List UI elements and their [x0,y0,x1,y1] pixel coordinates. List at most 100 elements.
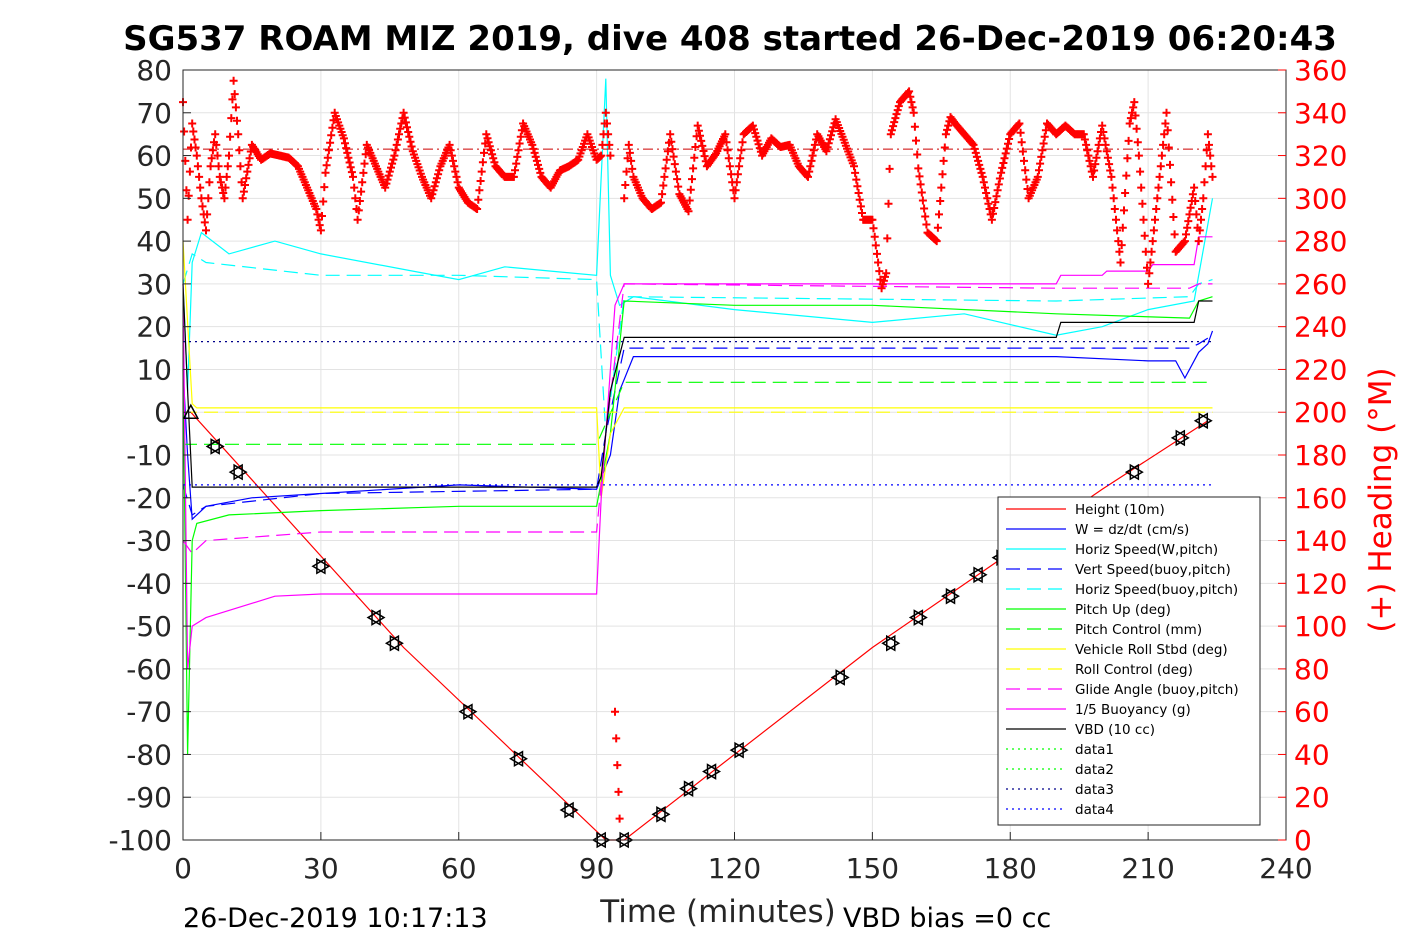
heading-point [615,814,624,823]
series-line-11 [182,283,1213,488]
heading-point [727,170,736,179]
heading-point [346,163,355,172]
heading-point [941,130,950,139]
heading-point [1186,203,1195,212]
heading-point [243,167,252,176]
heading-point [390,151,399,160]
heading-point [511,166,519,175]
heading-point [603,119,611,128]
heading-point [598,140,607,149]
heading-point [207,154,216,163]
series-line-6 [183,381,1213,445]
series-line-7 [182,241,1213,498]
heading-point [698,141,707,150]
heading-point [341,139,349,148]
legend: Height (10m) W = dz/dt (cm/s) Horiz Speed(… [997,496,1261,826]
heading-point [227,114,236,123]
y-right-tick-label: 80 [1294,653,1330,686]
heading-point [1197,215,1205,224]
x-axis-label: Time (minutes) [599,894,835,930]
heading-point [244,160,253,169]
heading-point [882,269,891,278]
heading-point [981,183,989,192]
heading-point [673,175,682,184]
legend-label-1: W = dz/dt (cm/s) [1075,522,1189,538]
y-tick-label: -60 [126,653,172,686]
heading-point [1115,247,1124,256]
heading-point [917,188,926,197]
heading-point [878,280,887,289]
heading-point [1148,237,1157,246]
heading-point [478,158,487,167]
depth-marker [228,463,243,481]
heading-point [183,215,192,224]
heading-point [530,148,539,157]
y-tick-label: 50 [136,182,172,215]
heading-point [854,189,863,197]
heading-point [195,172,204,181]
heading-point [933,223,942,232]
depth-marker [205,438,220,455]
heading-point [733,170,742,179]
heading-point [475,186,484,195]
heading-point [388,159,397,168]
heading-point [393,135,402,144]
heading-point [1182,230,1190,239]
heading-point [1143,263,1151,272]
heading-point [345,158,354,167]
heading-point [360,159,369,168]
heading-point [389,155,398,164]
y-right-tick-label: 360 [1294,54,1347,87]
x-tick-label: 90 [579,852,615,885]
heading-layer [179,76,1217,823]
heading-point [383,175,392,184]
heading-point [1190,183,1199,192]
heading-point [221,183,230,192]
heading-point [323,153,332,162]
heading-point [936,197,945,205]
heading-point [428,190,437,199]
heading-point [431,178,440,187]
heading-point [659,181,668,190]
heading-point [328,123,337,132]
heading-point [1108,183,1117,192]
heading-point [1033,172,1042,181]
heading-point [1137,183,1146,192]
heading-point [482,130,491,139]
heading-point [622,167,631,176]
heading-point [1188,190,1197,199]
heading-point [387,163,395,172]
heading-point [828,127,837,136]
heading-point [484,138,493,147]
series-line-10 [182,236,1213,669]
heading-point [211,130,220,139]
y-tick-label: -90 [126,781,172,814]
heading-point [1139,215,1148,224]
heading-point [689,164,698,173]
heading-point [313,210,322,219]
heading-point [1200,178,1209,187]
heading-point [1195,226,1204,235]
heading-point [509,172,518,181]
y-right-tick-label: 200 [1294,396,1347,429]
y-right-tick-label: 40 [1294,738,1330,771]
heading-point [613,761,622,770]
heading-point [625,148,634,157]
heading-point [1041,126,1050,135]
heading-point [327,131,336,140]
heading-point [1159,140,1168,149]
heading-point [1199,194,1208,203]
heading-point [696,131,704,140]
heading-point [890,118,899,127]
heading-point [1184,217,1193,226]
depth-marker [1175,429,1190,447]
heading-point [208,146,217,155]
legend-label-0: Height (10m) [1075,502,1165,518]
heading-point [621,181,630,189]
depth-marker [458,703,473,720]
heading-point [403,123,411,132]
heading-point [447,151,456,160]
depth-marker [513,750,528,768]
heading-point [1002,144,1011,153]
